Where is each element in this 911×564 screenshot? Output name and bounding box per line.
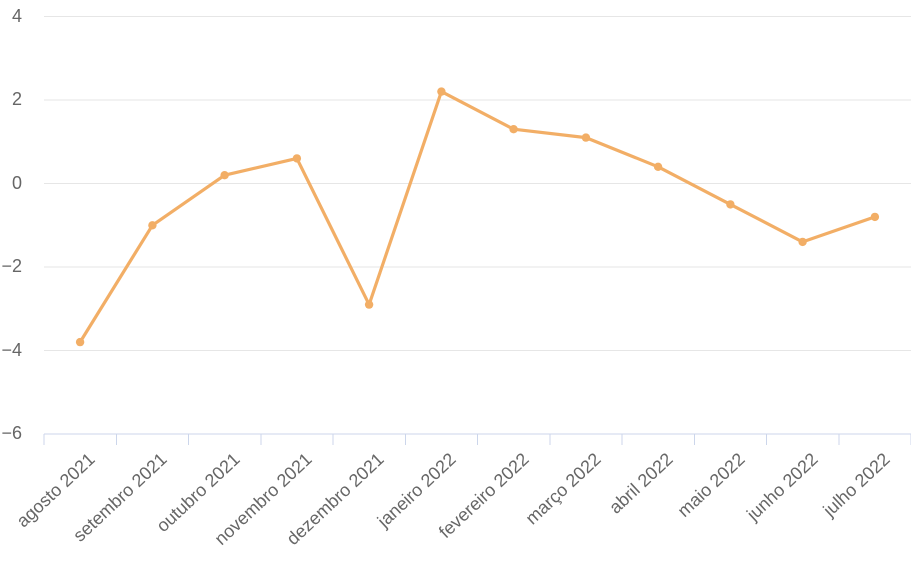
data-point-4[interactable] (364, 300, 374, 309)
y-axis-label: 0 (11, 172, 22, 193)
series-line (78, 89, 877, 344)
data-point-2[interactable] (220, 171, 229, 180)
data-point-11[interactable] (870, 212, 880, 222)
y-axis-label: −4 (1, 339, 22, 360)
y-axis-label: −6 (1, 423, 22, 443)
data-point-8[interactable] (653, 162, 663, 171)
data-point-10[interactable] (798, 237, 807, 247)
y-axis-label: −2 (1, 256, 22, 276)
y-axis-label: 4 (11, 5, 22, 26)
data-point-5[interactable] (437, 87, 446, 96)
data-point-1[interactable] (148, 221, 157, 230)
data-point-6[interactable] (509, 125, 518, 134)
data-point-3[interactable] (292, 154, 302, 163)
data-point-7[interactable] (581, 133, 591, 142)
data-point-9[interactable] (726, 200, 735, 209)
data-point-0[interactable] (75, 337, 85, 347)
y-axis-label: 2 (11, 89, 22, 109)
